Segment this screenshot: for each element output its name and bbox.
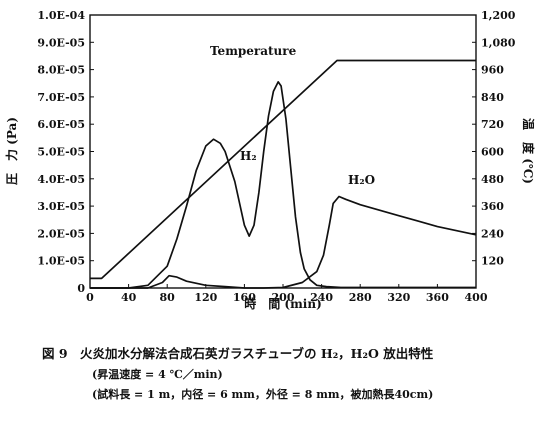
- y-left-tick-label: 6.0E-05: [37, 118, 85, 131]
- y-left-tick-label: 1.0E-05: [37, 255, 85, 268]
- x-tick-label: 240: [310, 291, 333, 304]
- x-tick-label: 160: [233, 291, 256, 304]
- y-left-tick-label: 9.0E-05: [37, 36, 85, 49]
- h2-line: [90, 81, 476, 289]
- y-right-tick-label: 1,080: [481, 36, 516, 49]
- y-right-tick-label: 960: [481, 64, 504, 77]
- x-tick-label: 400: [465, 291, 488, 304]
- x-tick-label: 280: [349, 291, 372, 304]
- x-tick-label: 40: [121, 291, 137, 304]
- y-right-tick-label: 1,200: [481, 9, 516, 22]
- y-left-tick-label: 0: [77, 282, 85, 295]
- y-left-tick-label: 7.0E-05: [37, 91, 85, 104]
- annotation-temperature: Temperature: [210, 44, 297, 58]
- y-right-tick-label: 360: [481, 200, 504, 213]
- x-tick-label: 200: [272, 291, 295, 304]
- y-right-tick-label: 840: [481, 91, 504, 104]
- annotation-h2: H₂: [240, 149, 257, 163]
- x-tick-label: 320: [387, 291, 410, 304]
- temperature-line: [90, 59, 476, 280]
- x-axis-title: 時 間 (min): [244, 296, 322, 311]
- y-left-tick-label: 2.0E-05: [37, 227, 85, 240]
- caption-line-2: (試料長 = 1 m，内径 = 6 mm，外径 = 8 mm，被加熱長40cm): [92, 387, 433, 401]
- y-axis-right-title: 温 度 (℃): [521, 118, 536, 184]
- y-right-tick-label: 720: [481, 118, 504, 131]
- y-axis-right-ticks: 1,200 1,080 960 840 720 600 480 360 240 120: [472, 9, 516, 268]
- y-left-tick-label: 4.0E-05: [37, 173, 85, 186]
- series-layer: [90, 59, 477, 289]
- h2o-line: [90, 195, 477, 289]
- y-right-tick-label: 120: [481, 255, 504, 268]
- y-left-tick-label: 8.0E-05: [37, 64, 85, 77]
- y-left-tick-label: 1.0E-04: [37, 9, 85, 22]
- y-axis-left-title: 圧 力 (Pa): [4, 117, 19, 185]
- caption-line-1: (昇温速度 = 4 ℃／min): [92, 367, 223, 381]
- y-right-tick-label: 240: [481, 227, 504, 240]
- x-tick-label: 120: [194, 291, 217, 304]
- y-right-tick-label: 480: [481, 173, 504, 186]
- y-left-tick-label: 3.0E-05: [37, 200, 85, 213]
- caption-title: 図 9 火炎加水分解法合成石英ガラスチューブの H₂，H₂O 放出特性: [42, 346, 434, 361]
- y-right-tick-label: 600: [481, 146, 504, 159]
- x-tick-label: 0: [86, 291, 94, 304]
- y-left-tick-label: 5.0E-05: [37, 146, 85, 159]
- x-tick-label: 80: [160, 291, 176, 304]
- y-axis-left-ticks: 1.0E-04 9.0E-05 8.0E-05 7.0E-05 6.0E-05 5.0E-…: [37, 9, 94, 295]
- x-axis-ticks: 0 40 80 120 160 200 240 280 320 360 400: [86, 284, 488, 304]
- annotation-h2o: H₂O: [348, 173, 375, 187]
- x-tick-label: 360: [426, 291, 449, 304]
